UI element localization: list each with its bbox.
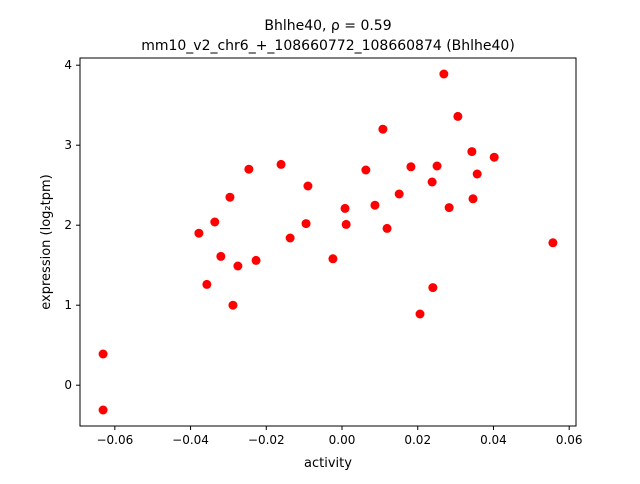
data-point: [394, 189, 404, 199]
y-tick-label: 4: [64, 58, 72, 72]
data-point: [453, 111, 463, 121]
y-tick-label: 1: [64, 298, 72, 312]
data-point: [489, 152, 499, 162]
data-point: [276, 159, 286, 169]
data-point: [444, 203, 454, 213]
x-tick-label: −0.04: [172, 433, 209, 447]
y-tick-label: 3: [64, 138, 72, 152]
y-tick-label: 0: [64, 378, 72, 392]
data-point: [428, 283, 438, 293]
data-point: [468, 194, 478, 204]
x-tick-label: 0.02: [404, 433, 431, 447]
data-point: [378, 124, 388, 134]
data-point: [427, 177, 437, 187]
y-axis-label: expression (log₂tpm): [39, 174, 54, 309]
x-tick-label: −0.02: [248, 433, 285, 447]
data-point: [210, 217, 220, 227]
data-point: [406, 162, 416, 172]
data-point: [382, 223, 392, 233]
data-point: [361, 165, 371, 175]
data-point: [285, 233, 295, 243]
data-point: [341, 219, 351, 229]
chart-title-line1: Bhlhe40, ρ = 0.59: [264, 18, 391, 34]
x-tick-label: 0.04: [480, 433, 507, 447]
data-point: [98, 405, 108, 415]
data-point: [233, 261, 243, 271]
y-tick-label: 2: [64, 218, 72, 232]
data-point: [548, 238, 558, 248]
data-point: [244, 164, 254, 174]
data-point: [328, 254, 338, 264]
data-point: [216, 251, 226, 261]
data-point: [415, 309, 425, 319]
data-point: [228, 300, 238, 310]
data-point: [303, 181, 313, 191]
data-point: [472, 169, 482, 179]
data-point: [439, 69, 449, 79]
y-axis: 0 1 2 3 4: [64, 58, 80, 392]
data-point: [370, 200, 380, 210]
data-point: [467, 147, 477, 157]
points-layer: [98, 69, 558, 415]
data-point: [251, 255, 261, 265]
data-point: [340, 203, 350, 213]
data-point: [301, 219, 311, 229]
x-axis: −0.06 −0.04 −0.02 0.00 0.02 0.04 0.06: [96, 426, 583, 447]
data-point: [202, 279, 212, 289]
x-axis-label: activity: [304, 456, 352, 471]
data-point: [98, 349, 108, 359]
data-point: [194, 228, 204, 238]
x-tick-label: 0.00: [329, 433, 356, 447]
x-tick-label: 0.06: [556, 433, 583, 447]
plot-frame: [79, 57, 577, 427]
chart-title-line2: mm10_v2_chr6_+_108660772_108660874 (Bhlh…: [141, 38, 515, 54]
data-point: [432, 161, 442, 171]
data-point: [225, 192, 235, 202]
x-tick-label: −0.06: [96, 433, 133, 447]
